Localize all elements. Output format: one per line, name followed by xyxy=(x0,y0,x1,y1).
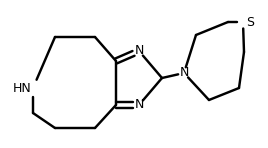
Text: N: N xyxy=(134,99,144,111)
Text: N: N xyxy=(134,45,144,58)
Text: S: S xyxy=(246,16,254,29)
Text: N: N xyxy=(179,66,189,79)
Text: HN: HN xyxy=(13,82,32,95)
